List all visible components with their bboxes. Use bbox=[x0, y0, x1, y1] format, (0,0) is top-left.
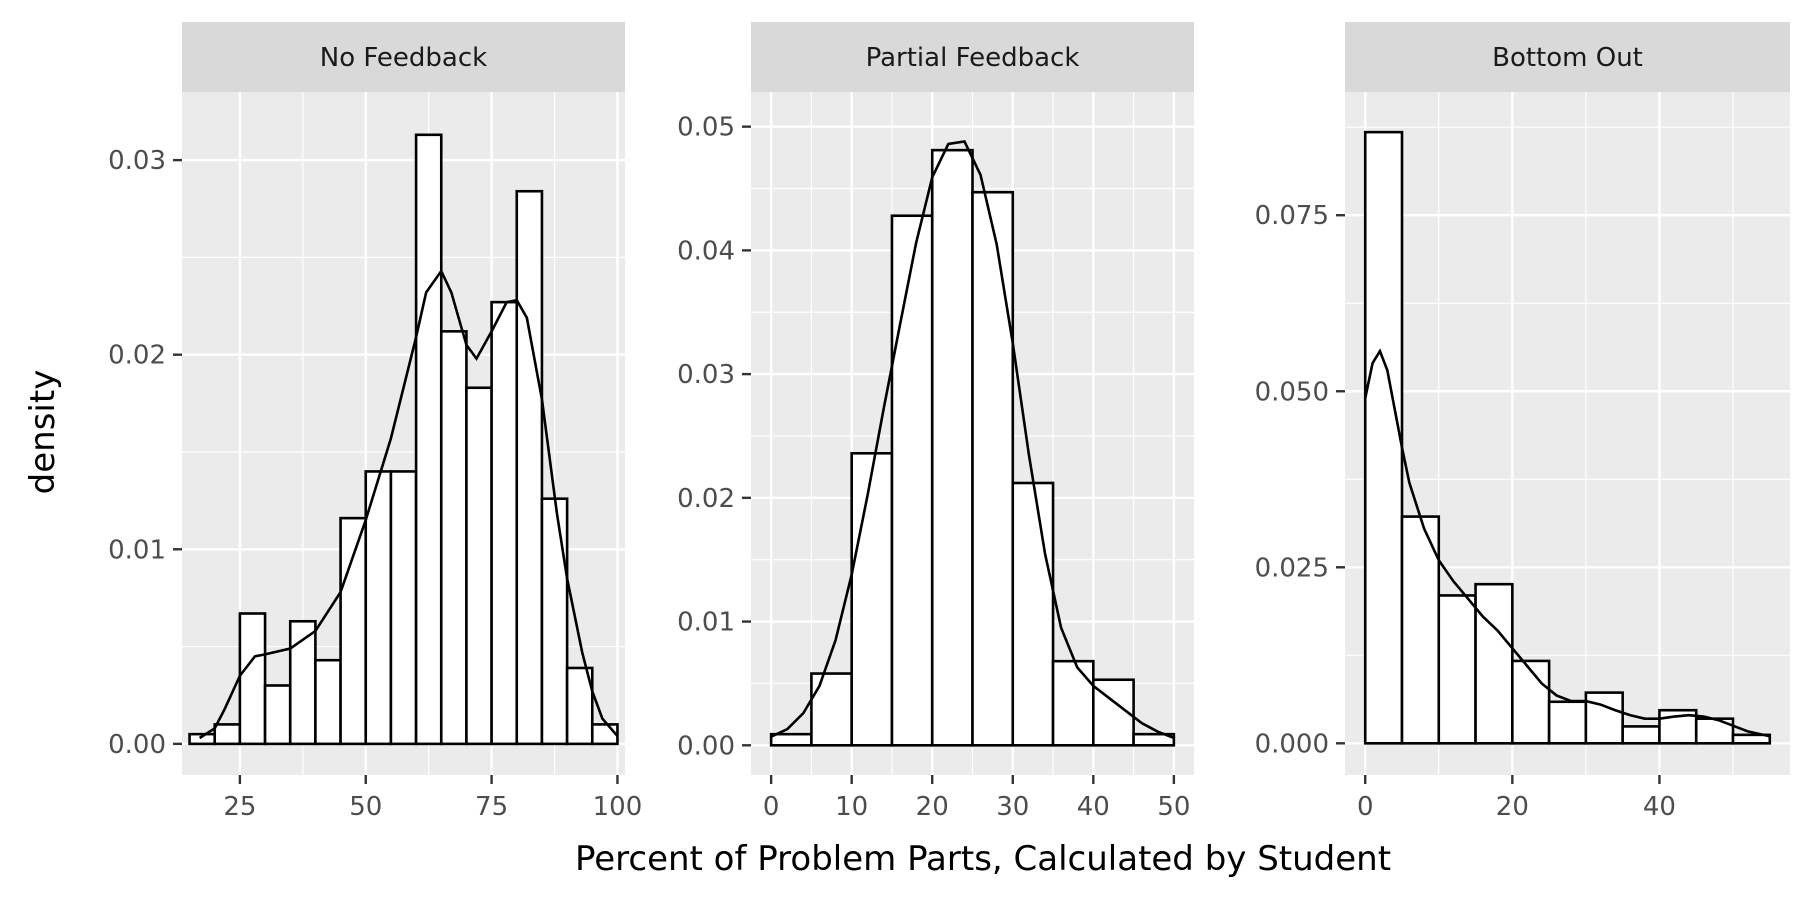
y-tick-label: 0.03 bbox=[108, 146, 166, 176]
y-tick-label: 0.000 bbox=[1255, 729, 1329, 759]
y-tick-label: 0.05 bbox=[677, 113, 735, 143]
histogram-bar bbox=[238, 612, 267, 746]
x-tick-label: 0 bbox=[763, 792, 780, 822]
histogram-bar bbox=[810, 672, 853, 747]
x-tick-label: 75 bbox=[475, 792, 508, 822]
histogram-bar bbox=[769, 732, 813, 747]
histogram-bar bbox=[890, 214, 934, 747]
y-tick-label: 0.03 bbox=[677, 360, 735, 390]
x-tick-label: 50 bbox=[1157, 792, 1190, 822]
facet-strip-label: Bottom Out bbox=[1492, 43, 1643, 73]
x-tick-label: 50 bbox=[349, 792, 382, 822]
histogram-bar bbox=[515, 189, 544, 746]
facet-strip-label: Partial Feedback bbox=[866, 43, 1080, 73]
density-curve bbox=[1363, 348, 1771, 738]
histogram-bar bbox=[414, 133, 443, 746]
histogram-bar bbox=[1437, 594, 1477, 745]
facet-strip bbox=[751, 22, 1194, 92]
x-tick-label: 0 bbox=[1357, 792, 1374, 822]
y-tick-label: 0.02 bbox=[108, 341, 166, 371]
x-tick-label: 20 bbox=[916, 792, 949, 822]
histogram-bar bbox=[1363, 130, 1404, 745]
histogram-bar bbox=[1621, 725, 1661, 745]
y-tick-label: 0.075 bbox=[1255, 201, 1329, 231]
histogram-bar bbox=[1584, 691, 1624, 745]
x-tick-label: 10 bbox=[835, 792, 868, 822]
y-tick-label: 0.04 bbox=[677, 236, 735, 266]
y-tick-label: 0.025 bbox=[1255, 553, 1329, 583]
x-tick-label: 40 bbox=[1643, 792, 1676, 822]
histogram-bar bbox=[263, 684, 292, 746]
histogram-bar bbox=[540, 497, 569, 746]
y-tick-label: 0.02 bbox=[677, 484, 735, 514]
histogram-bar bbox=[930, 148, 974, 747]
x-tick-label: 20 bbox=[1496, 792, 1529, 822]
histogram-bar bbox=[850, 451, 894, 747]
histogram-bar bbox=[590, 723, 619, 746]
y-axis-title: density bbox=[23, 370, 63, 495]
facet-strip-label: No Feedback bbox=[320, 43, 487, 73]
histogram-bar bbox=[1132, 732, 1176, 747]
x-tick-label: 40 bbox=[1077, 792, 1110, 822]
histogram-bar bbox=[490, 300, 519, 746]
histogram-bar bbox=[364, 470, 393, 746]
histogram-bar bbox=[1051, 659, 1095, 747]
density-curve bbox=[770, 140, 1175, 740]
histogram-bar bbox=[465, 386, 493, 746]
histogram-bar bbox=[1511, 659, 1551, 745]
histogram-bar bbox=[1011, 481, 1055, 747]
density-curve bbox=[198, 268, 619, 740]
facet-panel: Bottom Out 0.000 0.025 0.050 0.075 0 20 40 bbox=[1255, 22, 1790, 822]
facet-panel: Partial Feedback 0.00 0.01 0.02 0.03 0.04 0.05… bbox=[677, 22, 1194, 822]
x-tick-label: 25 bbox=[223, 792, 256, 822]
histogram-bar bbox=[1731, 733, 1772, 745]
y-tick-label: 0.00 bbox=[108, 730, 166, 760]
y-tick-label: 0.01 bbox=[677, 608, 735, 638]
histogram-bar bbox=[1474, 582, 1514, 745]
histogram-bar bbox=[339, 516, 368, 746]
histogram-bar bbox=[565, 666, 594, 746]
y-tick-label: 0.01 bbox=[108, 535, 166, 565]
y-tick-label: 0.00 bbox=[677, 731, 735, 761]
histogram-bar bbox=[439, 330, 468, 746]
y-tick-label: 0.050 bbox=[1255, 377, 1329, 407]
x-tick-label: 30 bbox=[996, 792, 1029, 822]
histogram-bar bbox=[1547, 700, 1588, 745]
facet-panel: No Feedback 0.00 0.01 0.02 0.03 25 50 75 100 bbox=[108, 22, 642, 822]
histogram-bar bbox=[971, 190, 1015, 747]
histogram-bar bbox=[213, 723, 242, 746]
x-tick-label: 100 bbox=[593, 792, 643, 822]
histogram-bar bbox=[1400, 515, 1441, 745]
histogram-bar bbox=[314, 658, 342, 746]
facet-strip bbox=[182, 22, 625, 92]
facet-strip bbox=[1345, 22, 1790, 92]
x-axis-title: Percent of Problem Parts, Calculated by … bbox=[575, 839, 1391, 879]
histogram-bar bbox=[389, 470, 418, 746]
